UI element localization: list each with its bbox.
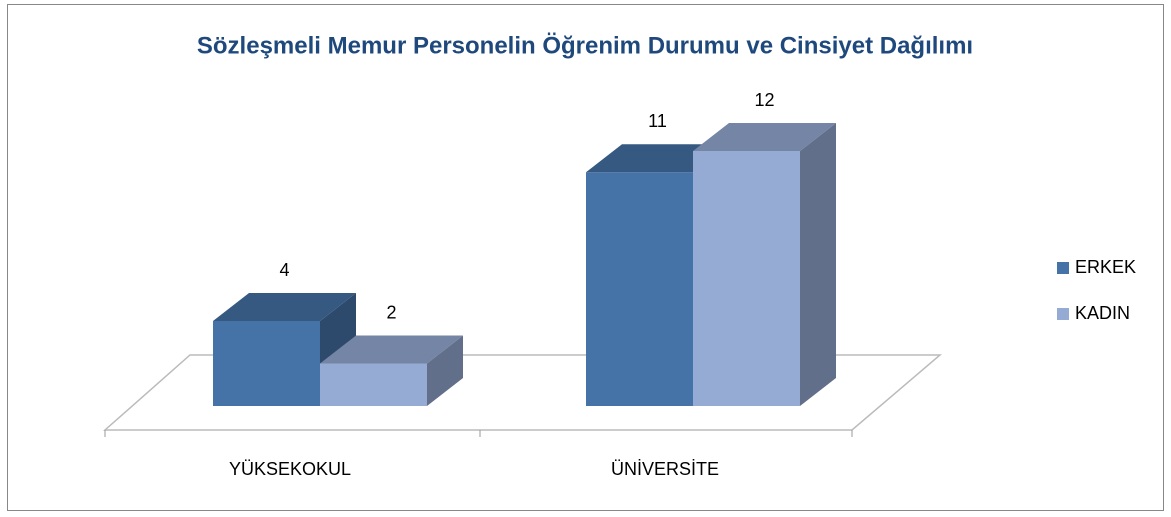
x-tick-label: ÜNİVERSİTE [611, 459, 719, 479]
data-label: 2 [386, 302, 396, 322]
legend-swatch [1057, 262, 1069, 274]
data-label: 4 [279, 260, 289, 280]
bar [586, 172, 693, 406]
data-label: 12 [754, 90, 774, 110]
chart-border [7, 4, 1164, 511]
legend-swatch [1057, 308, 1069, 320]
bar-top [213, 293, 356, 321]
chart-title: Sözleşmeli Memur Personelin Öğrenim Duru… [197, 32, 973, 59]
bar-top [320, 335, 463, 364]
bar [693, 151, 800, 406]
legend-label: KADIN [1075, 303, 1130, 323]
floor [103, 354, 943, 431]
data-label: 11 [648, 111, 667, 131]
bar [213, 321, 320, 406]
x-tick-label: YÜKSEKOKUL [229, 459, 351, 479]
legend-label: ERKEK [1075, 257, 1136, 277]
bar-top [693, 123, 836, 151]
bar-side [800, 123, 836, 406]
bar-side [427, 335, 463, 406]
bar [320, 363, 427, 406]
